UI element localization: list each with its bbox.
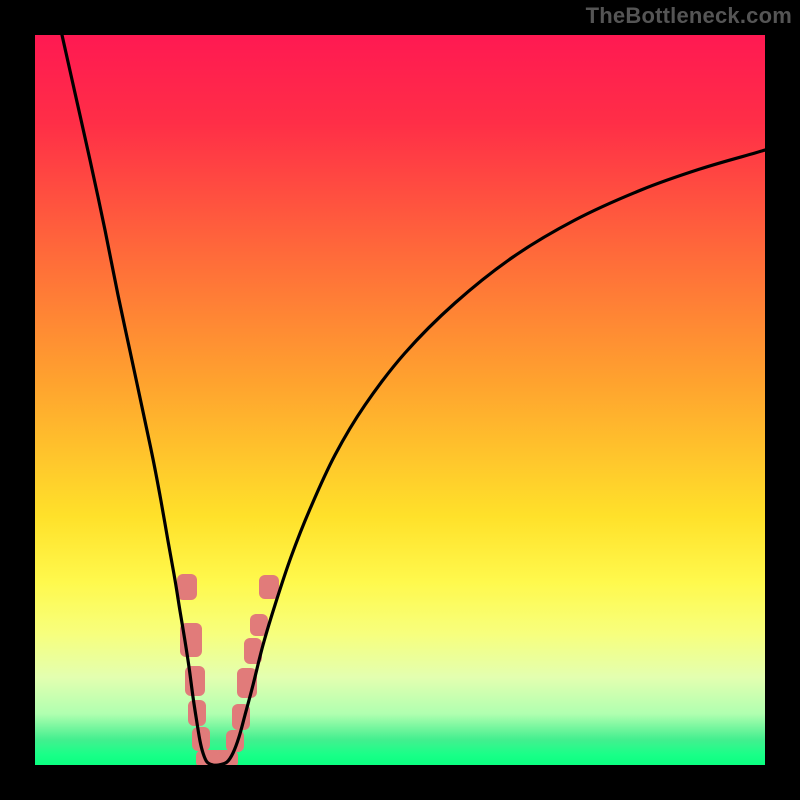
plot-svg [35, 35, 765, 765]
scatter-marker [259, 575, 279, 599]
chart-frame: TheBottleneck.com [0, 0, 800, 800]
gradient-background [35, 35, 765, 765]
plot-area [35, 35, 765, 765]
watermark-text: TheBottleneck.com [586, 3, 792, 29]
scatter-marker [177, 574, 197, 600]
